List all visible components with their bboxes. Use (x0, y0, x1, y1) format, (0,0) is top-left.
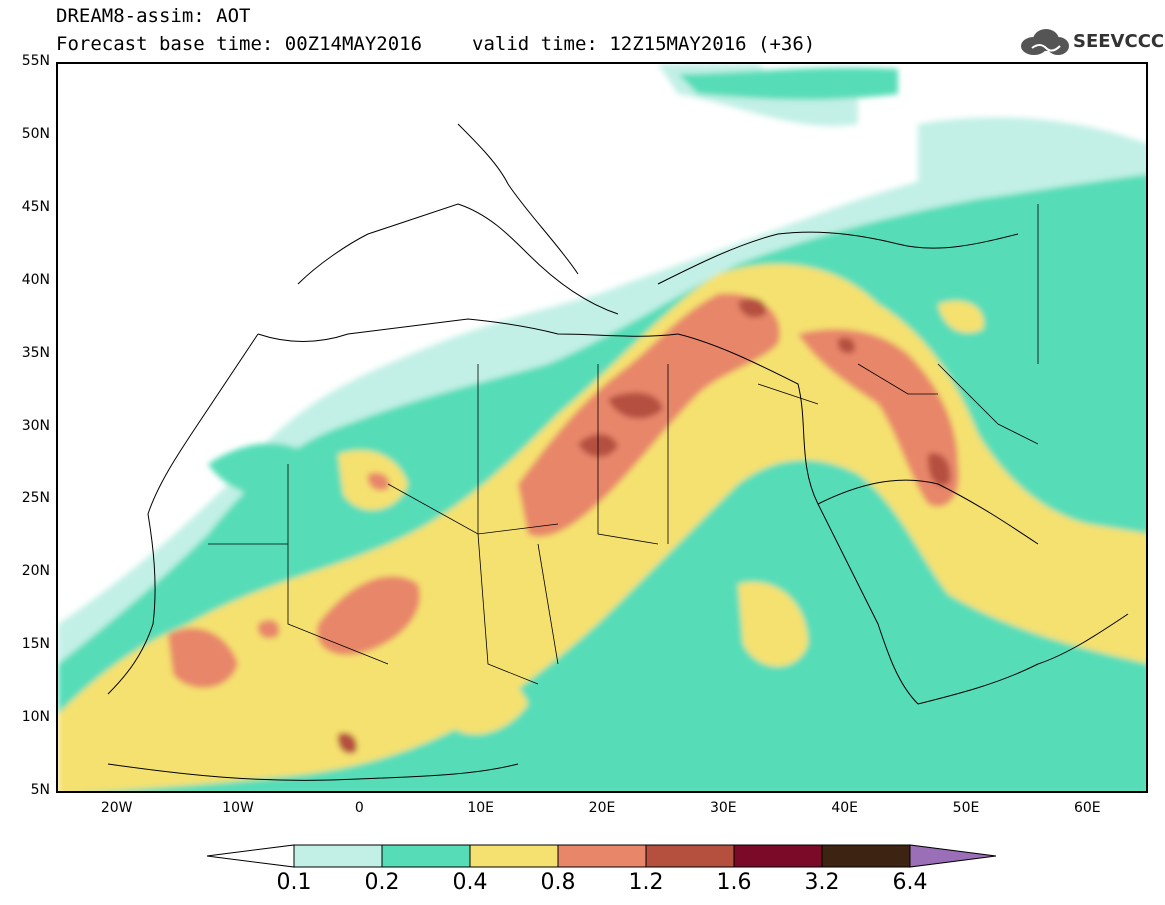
colorbar-tick-label: 1.2 (628, 870, 664, 895)
base-time: Forecast base time: 00Z14MAY2016 (56, 33, 423, 55)
lon-tick-label: 0 (354, 800, 364, 816)
lat-tick-label: 55N (21, 53, 50, 69)
lon-tick-label: 30E (709, 800, 737, 816)
lat-tick-label: 45N (21, 198, 50, 215)
map-area (56, 62, 1148, 793)
colorbar-segment (469, 844, 559, 868)
coastlines (107, 123, 1129, 781)
colorbar-tick-label: 6.4 (892, 870, 928, 895)
colorbar-segment (293, 844, 383, 868)
colorbar (206, 844, 1006, 872)
logo-text: SEEVCCC (1073, 31, 1165, 52)
lat-tick-label: 15N (21, 636, 50, 653)
colorbar-tick-label: 0.8 (540, 870, 576, 895)
lat-tick-label: 30N (21, 417, 50, 434)
lat-tick-label: 35N (21, 344, 50, 361)
lon-tick-label: 10E (467, 800, 494, 816)
lat-tick-label: 20N (21, 563, 50, 580)
colorbar-segment (821, 844, 911, 868)
cloud-icon (1021, 29, 1069, 55)
colorbar-over-arrow (909, 844, 997, 868)
colorbar-bar (206, 844, 997, 868)
colorbar-under-arrow (206, 844, 295, 868)
lat-tick-label: 10N (21, 709, 50, 726)
lon-tick-label: 60E (1073, 800, 1101, 816)
lat-tick-label: 40N (21, 271, 50, 288)
map-title: DREAM8-assim: AOT (56, 5, 251, 27)
colorbar-tick-label: 3.2 (804, 870, 840, 895)
aot-field (58, 64, 1146, 791)
colorbar-segment (645, 844, 735, 868)
colorbar-tick-label: 0.2 (364, 870, 400, 895)
lon-tick-label: 10W (222, 800, 254, 816)
lat-tick-label: 5N (30, 782, 50, 798)
colorbar-tick-label: 0.4 (452, 870, 488, 895)
lon-tick-label: 40E (831, 800, 858, 816)
colorbar-segment (381, 844, 471, 868)
forecast-time-line: Forecast base time: 00Z14MAY2016 valid ti… (56, 34, 815, 54)
colorbar-segment (557, 844, 647, 868)
lat-tick-label: 25N (21, 490, 50, 507)
lon-tick-label: 20W (100, 800, 133, 816)
colorbar-tick-label: 0.1 (276, 870, 312, 895)
lat-tick-label: 50N (21, 125, 50, 142)
country-borders (208, 204, 1039, 685)
valid-time: valid time: 12Z15MAY2016 (+36) (472, 33, 816, 55)
lon-tick-label: 50E (952, 800, 980, 816)
lon-tick-label: 20E (588, 800, 616, 816)
seevccc-logo: SEEVCCC (1018, 24, 1164, 60)
colorbar-segment (733, 844, 823, 868)
colorbar-tick-label: 1.6 (716, 870, 752, 895)
